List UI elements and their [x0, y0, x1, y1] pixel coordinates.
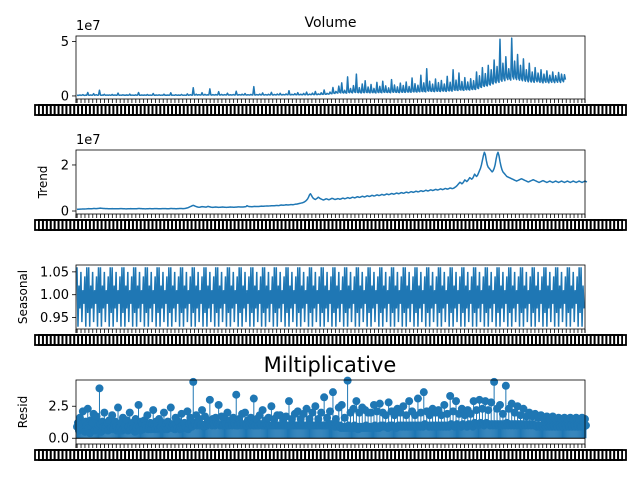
resid-point [223, 408, 232, 417]
resid-point [419, 388, 428, 397]
resid-point [331, 415, 340, 424]
resid-point [519, 404, 528, 413]
resid-point [284, 397, 293, 406]
x-tick-labels-overlapping [34, 444, 627, 461]
resid-point [183, 407, 192, 416]
y-tick-label: 2.5 [48, 400, 69, 415]
y-tick-label: 0 [61, 205, 69, 220]
resid-point [402, 411, 411, 420]
axis-offset-text: 1e7 [76, 19, 101, 34]
x-tick-label [617, 334, 627, 346]
resid-point [326, 407, 335, 416]
resid-point [581, 421, 590, 430]
resid-point [108, 411, 117, 420]
resid-point [134, 400, 143, 409]
resid-point [352, 397, 361, 406]
resid-point [198, 406, 207, 415]
x-tick-label [617, 219, 627, 231]
resid-point [305, 415, 314, 424]
panel-title: Volume [304, 15, 356, 31]
x-tick-labels-overlapping [34, 329, 627, 346]
panel-4: 0.0 2.5 Resid [16, 376, 627, 461]
resid-point [205, 395, 214, 404]
x-tick-labels-overlapping [34, 99, 627, 116]
y-tick-label: 0.0 [48, 432, 69, 447]
resid-point [384, 398, 393, 407]
resid-point [317, 408, 326, 417]
resid-point [125, 408, 134, 417]
resid-point [83, 404, 92, 413]
figure-suptitle: Miltiplicative [264, 353, 397, 377]
resid-point [413, 394, 422, 403]
resid-point [214, 400, 223, 409]
resid-point [498, 409, 507, 418]
resid-point [490, 377, 499, 386]
x-tick-label [617, 104, 627, 116]
resid-point [399, 402, 408, 411]
resid-point [466, 409, 475, 418]
resid-point [487, 398, 496, 407]
resid-point [149, 406, 158, 415]
series-line-seasonal [76, 267, 585, 327]
resid-point [311, 402, 320, 411]
resid-point [446, 392, 455, 400]
resid-point [159, 408, 168, 417]
axes-frame [75, 35, 586, 100]
y-tick-label: 1.05 [40, 265, 69, 280]
resid-point [308, 408, 317, 417]
axes-frame [75, 379, 586, 445]
series-line-volume [76, 37, 567, 97]
y-tick-label: 0.95 [40, 311, 69, 326]
y-tick-label: 2 [61, 158, 69, 173]
y-tick-label: 5 [61, 35, 69, 50]
panel-2: 0 2 1e7 Trend [34, 133, 627, 231]
resid-point [314, 415, 323, 424]
resid-point [343, 376, 352, 385]
y-axis-label: Trend [36, 166, 50, 200]
y-tick-label: 1.00 [40, 288, 69, 303]
resid-point [320, 393, 329, 402]
panel-3: 0.95 1.00 1.05 Seasonal [16, 264, 627, 346]
resid-point [241, 408, 250, 417]
y-tick-label: 0 [61, 89, 69, 104]
resid-point [340, 413, 349, 422]
resid-point [337, 400, 346, 409]
resid-point [143, 411, 152, 420]
y-axis-label: Seasonal [16, 270, 30, 324]
resid-point [375, 399, 384, 408]
resid-point [100, 408, 109, 417]
axis-offset-text: 1e7 [76, 133, 101, 148]
resid-point [95, 384, 104, 393]
resid-point [166, 403, 175, 412]
resid-point [484, 406, 493, 415]
resid-point [381, 411, 390, 420]
resid-point [258, 406, 267, 415]
resid-point [501, 381, 510, 390]
series-line-trend [76, 151, 588, 211]
resid-point [189, 377, 198, 386]
resid-point [249, 394, 258, 403]
resid-point [114, 403, 123, 412]
axes-frame [75, 149, 586, 215]
resid-point [92, 412, 101, 421]
panel-1: 0 5 Volume 1e7 [34, 15, 627, 116]
resid-point [75, 413, 84, 422]
y-axis-label: Resid [16, 396, 30, 428]
resid-point [440, 400, 449, 409]
resid-point [328, 388, 337, 397]
resid-point [267, 402, 276, 411]
resid-point [495, 400, 504, 409]
x-tick-label [617, 449, 627, 461]
resid-point [349, 404, 358, 413]
resid-point [302, 404, 311, 413]
axes-frame [75, 264, 586, 330]
resid-point [232, 390, 241, 399]
x-tick-labels-overlapping [34, 214, 627, 231]
resid-point [323, 413, 332, 422]
resid-point [452, 397, 461, 406]
resid-point [405, 397, 414, 406]
